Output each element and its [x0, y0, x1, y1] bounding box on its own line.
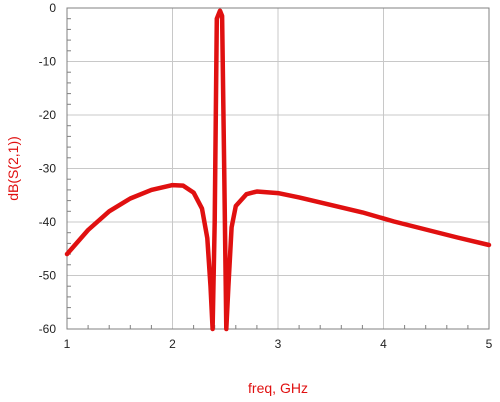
x-axis-title: freq, GHz: [248, 380, 308, 396]
x-tick-label: 2: [169, 337, 176, 351]
x-tick-label: 1: [64, 337, 71, 351]
grid-lines: [66, 7, 490, 330]
y-axis-title: dB(S(2,1)): [5, 136, 21, 201]
series-line-s21: [64, 8, 492, 332]
x-axis-ticks: 1 2 3 4 5: [64, 325, 493, 351]
y-tick-label: 0: [49, 1, 56, 15]
y-tick-label: -10: [39, 55, 57, 69]
y-tick-label: -50: [39, 269, 57, 283]
x-tick-label: 5: [486, 337, 493, 351]
y-tick-label: -60: [39, 322, 57, 336]
y-tick-label: -30: [39, 162, 57, 176]
x-tick-label: 3: [275, 337, 282, 351]
y-axis-ticks: 0 -10 -20 -30 -40 -50 -60: [39, 1, 71, 336]
x-tick-label: 4: [380, 337, 387, 351]
y-tick-label: -40: [39, 215, 57, 229]
y-tick-label: -20: [39, 108, 57, 122]
plot-frame: [66, 7, 490, 330]
